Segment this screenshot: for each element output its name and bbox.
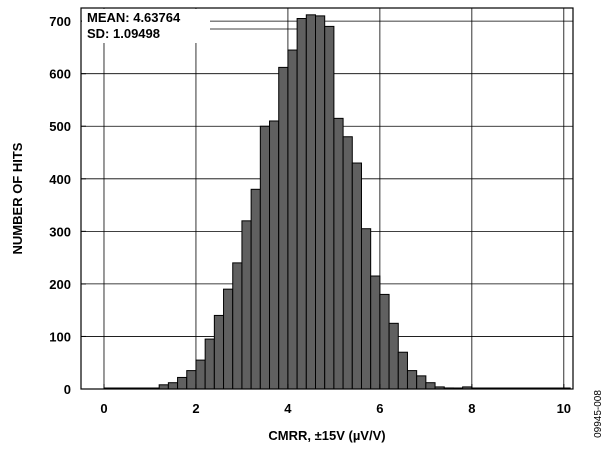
histogram-bar bbox=[259, 125, 271, 390]
histogram-bar bbox=[278, 66, 289, 390]
x-tick-label: 2 bbox=[192, 401, 199, 416]
statistics-box-background bbox=[82, 9, 210, 43]
histogram-bar bbox=[186, 370, 197, 390]
histogram-bar bbox=[158, 384, 169, 390]
histogram-bar bbox=[397, 351, 408, 390]
y-tick-label: 0 bbox=[64, 382, 71, 397]
histogram-bar bbox=[379, 293, 390, 390]
statistics-box: MEAN: 4.63764 SD: 1.09498 bbox=[82, 9, 210, 43]
histogram-bar bbox=[232, 262, 243, 390]
histogram-bars bbox=[158, 14, 473, 390]
histogram-bar bbox=[223, 288, 234, 390]
plot-frame bbox=[80, 7, 574, 390]
y-tick-label: 600 bbox=[49, 67, 71, 82]
x-axis-title: CMRR, ±15V (µV/V) bbox=[268, 428, 385, 443]
histogram-bar bbox=[305, 14, 317, 390]
histogram-bar bbox=[425, 382, 436, 390]
histogram-bar bbox=[269, 120, 280, 390]
histogram-bar bbox=[213, 314, 225, 390]
histogram-bar bbox=[296, 18, 307, 390]
tick-marks bbox=[81, 20, 565, 390]
histogram-bar bbox=[195, 359, 206, 390]
histogram-bar bbox=[204, 338, 215, 390]
histogram-bar bbox=[250, 188, 261, 390]
histogram-bar bbox=[167, 382, 179, 390]
histogram-bar bbox=[388, 322, 399, 390]
histogram-bar bbox=[315, 15, 326, 390]
histogram-bar bbox=[333, 117, 344, 390]
y-axis-title: NUMBER OF HITS bbox=[10, 142, 25, 254]
histogram-bar bbox=[324, 25, 335, 390]
histogram-bar bbox=[241, 220, 252, 390]
x-tick-label: 8 bbox=[468, 401, 475, 416]
histogram-bar bbox=[360, 228, 372, 390]
y-tick-label: 100 bbox=[49, 329, 71, 344]
histogram-bar bbox=[406, 370, 418, 390]
histogram-bar bbox=[370, 275, 381, 390]
histogram-bar bbox=[177, 376, 188, 390]
x-tick-label: 4 bbox=[284, 401, 292, 416]
x-tick-label: 10 bbox=[557, 401, 571, 416]
sd-annotation: SD: 1.09498 bbox=[87, 26, 160, 41]
y-tick-label: 400 bbox=[49, 172, 71, 187]
histogram-bar bbox=[287, 49, 298, 390]
y-tick-label: 300 bbox=[49, 224, 71, 239]
figure-id-label: 09945-008 bbox=[593, 390, 604, 438]
histogram-bar bbox=[351, 162, 362, 390]
histogram-bar bbox=[342, 136, 353, 390]
histogram-bar bbox=[416, 375, 427, 390]
y-tick-label: 200 bbox=[49, 277, 71, 292]
y-tick-label: 500 bbox=[49, 119, 71, 134]
y-tick-label: 700 bbox=[49, 14, 71, 29]
x-tick-label: 0 bbox=[100, 401, 107, 416]
mean-annotation: MEAN: 4.63764 bbox=[87, 10, 181, 25]
x-tick-label: 6 bbox=[376, 401, 383, 416]
